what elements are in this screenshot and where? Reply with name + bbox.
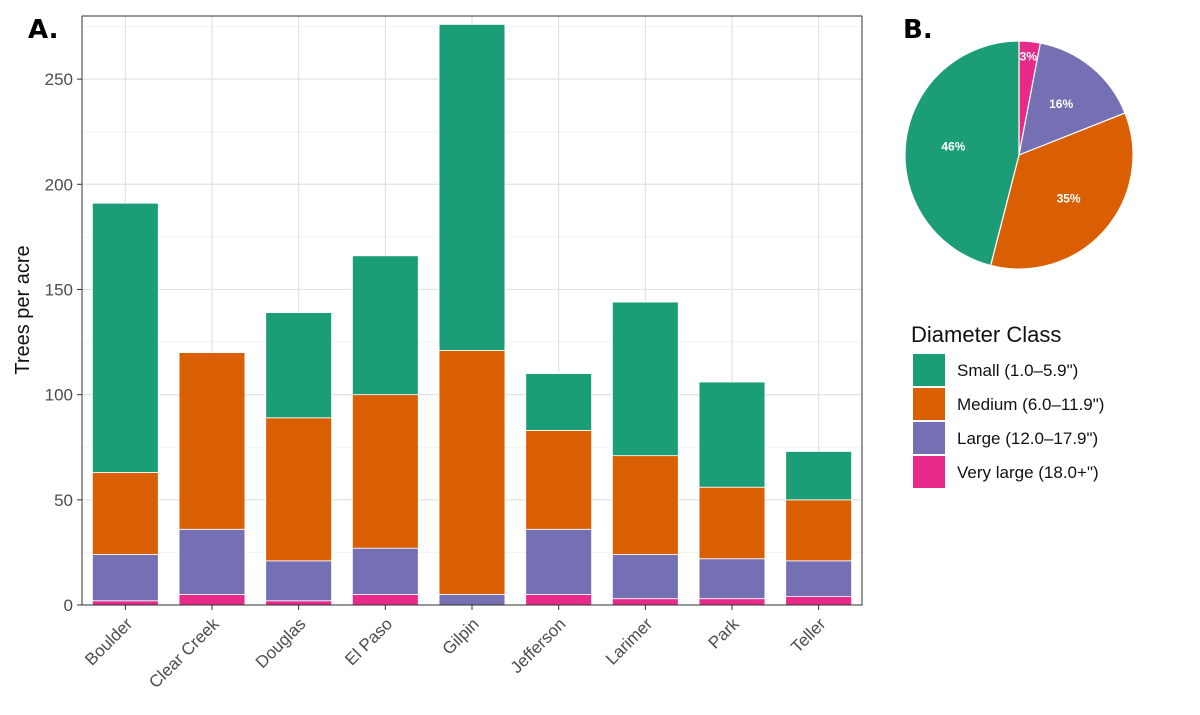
bar-segment-boulder-medium bbox=[92, 472, 159, 555]
bar-segment-douglas-very-large bbox=[265, 600, 333, 606]
bar-segment-jefferson-medium bbox=[525, 430, 593, 530]
bar-segment-el-paso-medium bbox=[351, 394, 419, 549]
x-axis: Boulder Clear Creek Douglas El Paso Gilpin Je… bbox=[81, 605, 830, 692]
pie-label-large: 16% bbox=[1049, 97, 1073, 111]
bar-segment-clear-creek-medium bbox=[178, 352, 246, 530]
bar-segment-boulder-small bbox=[92, 202, 159, 473]
pie-label-small: 46% bbox=[941, 140, 965, 154]
bar-segment-gilpin-medium bbox=[438, 350, 506, 595]
bar-segment-park-large bbox=[698, 558, 766, 600]
bar-segment-teller-medium bbox=[785, 499, 853, 562]
bar-segment-douglas-large bbox=[265, 560, 333, 602]
y-tick-label: 50 bbox=[54, 491, 73, 510]
bar-segment-boulder-large bbox=[92, 554, 159, 602]
bar-segment-gilpin-small bbox=[438, 24, 506, 351]
bar-segment-el-paso-small bbox=[351, 255, 419, 396]
legend-label-very-large: Very large (18.0+") bbox=[957, 463, 1099, 482]
y-tick-label: 200 bbox=[45, 175, 73, 194]
bar-segment-jefferson-small bbox=[525, 373, 593, 431]
legend-label-large: Large (12.0–17.9") bbox=[957, 429, 1098, 448]
bar-segment-el-paso-very-large bbox=[351, 594, 419, 606]
x-tick-label-teller: Teller bbox=[787, 614, 829, 656]
bar-segment-jefferson-large bbox=[525, 528, 593, 595]
bar-segment-douglas-medium bbox=[265, 417, 333, 562]
legend-swatch-medium bbox=[913, 388, 945, 420]
pie-label-very-large: 3% bbox=[1020, 49, 1038, 63]
pie-slice-medium bbox=[989, 112, 1134, 270]
bar-segment-larimer-large bbox=[612, 554, 679, 600]
x-tick-label-clear-creek: Clear Creek bbox=[145, 614, 223, 692]
bar-segment-larimer-medium bbox=[612, 455, 679, 555]
y-tick-label: 0 bbox=[64, 596, 73, 615]
bar-segment-douglas-small bbox=[265, 312, 333, 419]
x-tick-label-larimer: Larimer bbox=[602, 614, 656, 668]
x-tick-label-el-paso: El Paso bbox=[341, 614, 396, 669]
bar-segment-teller-very-large bbox=[785, 596, 853, 606]
x-tick-label-jefferson: Jefferson bbox=[507, 614, 570, 677]
legend-swatch-large bbox=[913, 422, 945, 454]
y-tick-label: 100 bbox=[45, 386, 73, 405]
legend-label-small: Small (1.0–5.9") bbox=[957, 361, 1078, 380]
pie-chart: 3% 16% 35% 46% bbox=[904, 40, 1134, 270]
pie-label-medium: 35% bbox=[1057, 192, 1081, 206]
bar-segment-teller-small bbox=[785, 451, 853, 501]
legend-label-medium: Medium (6.0–11.9") bbox=[957, 395, 1104, 414]
bar-segment-park-small bbox=[698, 381, 766, 488]
bars bbox=[92, 24, 853, 606]
x-tick-label-gilpin: Gilpin bbox=[439, 614, 483, 658]
panel-a-label: A. bbox=[28, 15, 58, 45]
pie-slice-small bbox=[904, 40, 1020, 267]
legend-swatch-small bbox=[913, 354, 945, 386]
y-axis-title: Trees per acre bbox=[12, 245, 34, 374]
legend: Diameter Class Small (1.0–5.9") Medium (6… bbox=[911, 322, 1104, 488]
legend-swatch-very-large bbox=[913, 456, 945, 488]
bar-segment-larimer-very-large bbox=[612, 598, 679, 606]
bar-segment-clear-creek-large bbox=[178, 528, 246, 595]
bar-segment-park-very-large bbox=[698, 598, 766, 606]
bar-segment-el-paso-large bbox=[351, 547, 419, 595]
bar-segment-park-medium bbox=[698, 486, 766, 560]
y-tick-label: 250 bbox=[45, 70, 73, 89]
legend-items: Small (1.0–5.9") Medium (6.0–11.9") Large … bbox=[913, 354, 1104, 488]
x-tick-label-douglas: Douglas bbox=[252, 614, 310, 672]
bar-segment-clear-creek-very-large bbox=[178, 594, 246, 606]
x-tick-label-park: Park bbox=[705, 614, 744, 653]
bar-segment-jefferson-very-large bbox=[525, 594, 593, 606]
bar-segment-larimer-small bbox=[612, 301, 679, 457]
bar-segment-boulder-very-large bbox=[92, 600, 159, 606]
pie-slice-large bbox=[1018, 42, 1126, 156]
bar-segment-teller-large bbox=[785, 560, 853, 597]
bar-segment-gilpin-large bbox=[438, 594, 506, 606]
panel-b-label: B. bbox=[903, 15, 933, 45]
bar-chart: 0 50 100 150 200 250 Boulder Clear Creek Dougla… bbox=[12, 15, 863, 692]
y-tick-label: 150 bbox=[45, 280, 73, 299]
x-tick-label-boulder: Boulder bbox=[81, 614, 136, 669]
legend-title: Diameter Class bbox=[911, 322, 1061, 347]
y-axis: 0 50 100 150 200 250 bbox=[45, 70, 82, 615]
